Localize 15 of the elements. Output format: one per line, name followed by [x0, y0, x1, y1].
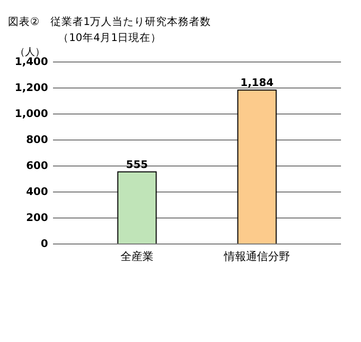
chart-subtitle: （10年4月1日現在） — [58, 32, 162, 44]
chart-title: 図表② 従業者1万人当たり研究本務者数 — [8, 15, 212, 28]
y-tick-label: 1,400 — [14, 56, 48, 68]
data-label: 555 — [126, 158, 148, 171]
x-tick-label: 全産業 — [120, 250, 154, 263]
y-tick-label: 0 — [40, 238, 48, 250]
x-tick-label: 情報通信分野 — [223, 250, 290, 263]
y-axis-title: （人） — [15, 47, 45, 58]
data-label: 1,184 — [240, 77, 274, 90]
y-tick-label: 800 — [26, 134, 48, 146]
y-tick-label: 1,200 — [14, 82, 48, 94]
y-tick-label: 200 — [26, 212, 48, 224]
y-tick-label: 600 — [26, 160, 48, 172]
y-tick-label: 1,000 — [14, 108, 48, 120]
y-tick-label: 400 — [26, 186, 48, 198]
